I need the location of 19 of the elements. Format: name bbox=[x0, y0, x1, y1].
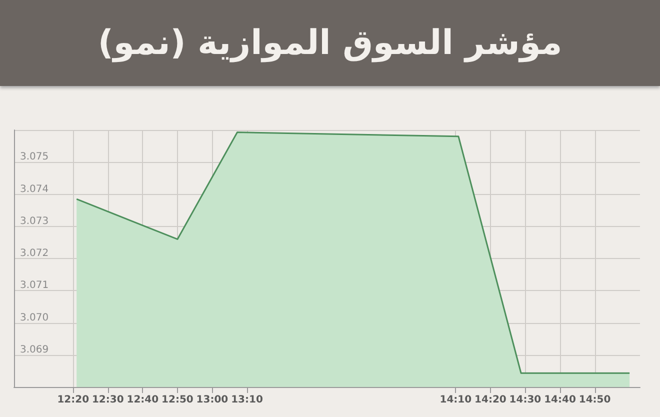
y-tick-label: 3.075 bbox=[20, 152, 49, 163]
chart-title: مؤشر السوق الموازية (نمو) bbox=[0, 0, 660, 86]
x-tick-label: 12:20 bbox=[57, 394, 90, 406]
y-tick-label: 3.070 bbox=[20, 312, 49, 324]
x-tick-label: 12:30 bbox=[92, 394, 124, 406]
y-tick-label: 3.071 bbox=[20, 280, 49, 292]
y-tick-label: 3.073 bbox=[20, 216, 49, 227]
x-tick-label: 13:10 bbox=[231, 394, 263, 406]
x-tick-label: 13:00 bbox=[196, 394, 228, 406]
x-tick-label: 12:50 bbox=[162, 394, 194, 406]
x-tick-label: 14:10 bbox=[440, 394, 472, 406]
x-tick-label: 14:30 bbox=[509, 394, 542, 406]
x-tick-label: 14:20 bbox=[474, 394, 506, 406]
x-tick-label: 14:50 bbox=[578, 394, 611, 406]
y-tick-label: 3.072 bbox=[20, 248, 49, 259]
y-tick-label: 3.069 bbox=[20, 344, 49, 356]
x-tick-label: 12:40 bbox=[126, 394, 159, 406]
x-tick-label: 14:40 bbox=[544, 394, 576, 406]
y-tick-label: 3.074 bbox=[20, 184, 49, 195]
